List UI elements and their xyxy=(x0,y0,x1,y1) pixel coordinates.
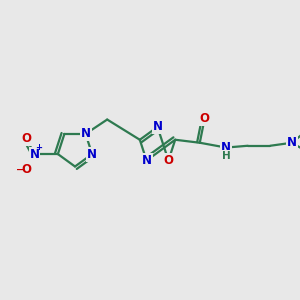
Text: N: N xyxy=(142,154,152,167)
Text: N: N xyxy=(81,128,91,140)
Text: O: O xyxy=(199,112,209,125)
Text: H: H xyxy=(221,151,230,161)
Text: O: O xyxy=(164,154,173,167)
Text: O: O xyxy=(21,132,31,145)
Text: −: − xyxy=(16,165,24,175)
Text: N: N xyxy=(152,120,163,134)
Text: N: N xyxy=(87,148,97,160)
Text: N: N xyxy=(287,136,297,149)
Text: O: O xyxy=(21,163,31,176)
Text: +: + xyxy=(35,143,42,152)
Text: N: N xyxy=(221,141,231,154)
Text: N: N xyxy=(29,148,40,160)
